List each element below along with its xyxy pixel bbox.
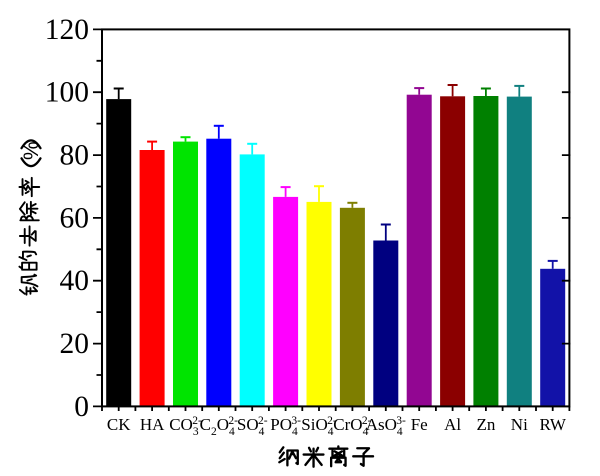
svg-text:AsO43-: AsO43- [366, 415, 406, 438]
svg-text:120: 120 [45, 14, 89, 46]
svg-text:60: 60 [60, 202, 90, 234]
svg-text:PO43-: PO43- [270, 415, 301, 438]
svg-text:Fe: Fe [411, 415, 428, 434]
svg-text:40: 40 [60, 265, 90, 297]
svg-text:0: 0 [74, 391, 89, 423]
svg-text:SiO42-: SiO42- [301, 415, 337, 438]
svg-text:80: 80 [60, 140, 90, 172]
svg-text:Zn: Zn [476, 415, 495, 434]
svg-text:HA: HA [140, 415, 165, 434]
svg-text:RW: RW [539, 415, 566, 434]
svg-text:CrO42-: CrO42- [333, 415, 371, 438]
svg-text:20: 20 [60, 328, 90, 360]
svg-text:CK: CK [107, 415, 131, 434]
svg-text:C2O42-: C2O42- [200, 415, 238, 438]
svg-text:100: 100 [45, 77, 89, 109]
svg-text:%: % [20, 141, 43, 160]
svg-text:Ni: Ni [511, 415, 528, 434]
svg-text:CO32-: CO32- [169, 415, 202, 438]
svg-text:SO42-: SO42- [237, 415, 268, 438]
svg-text:Al: Al [444, 415, 461, 434]
